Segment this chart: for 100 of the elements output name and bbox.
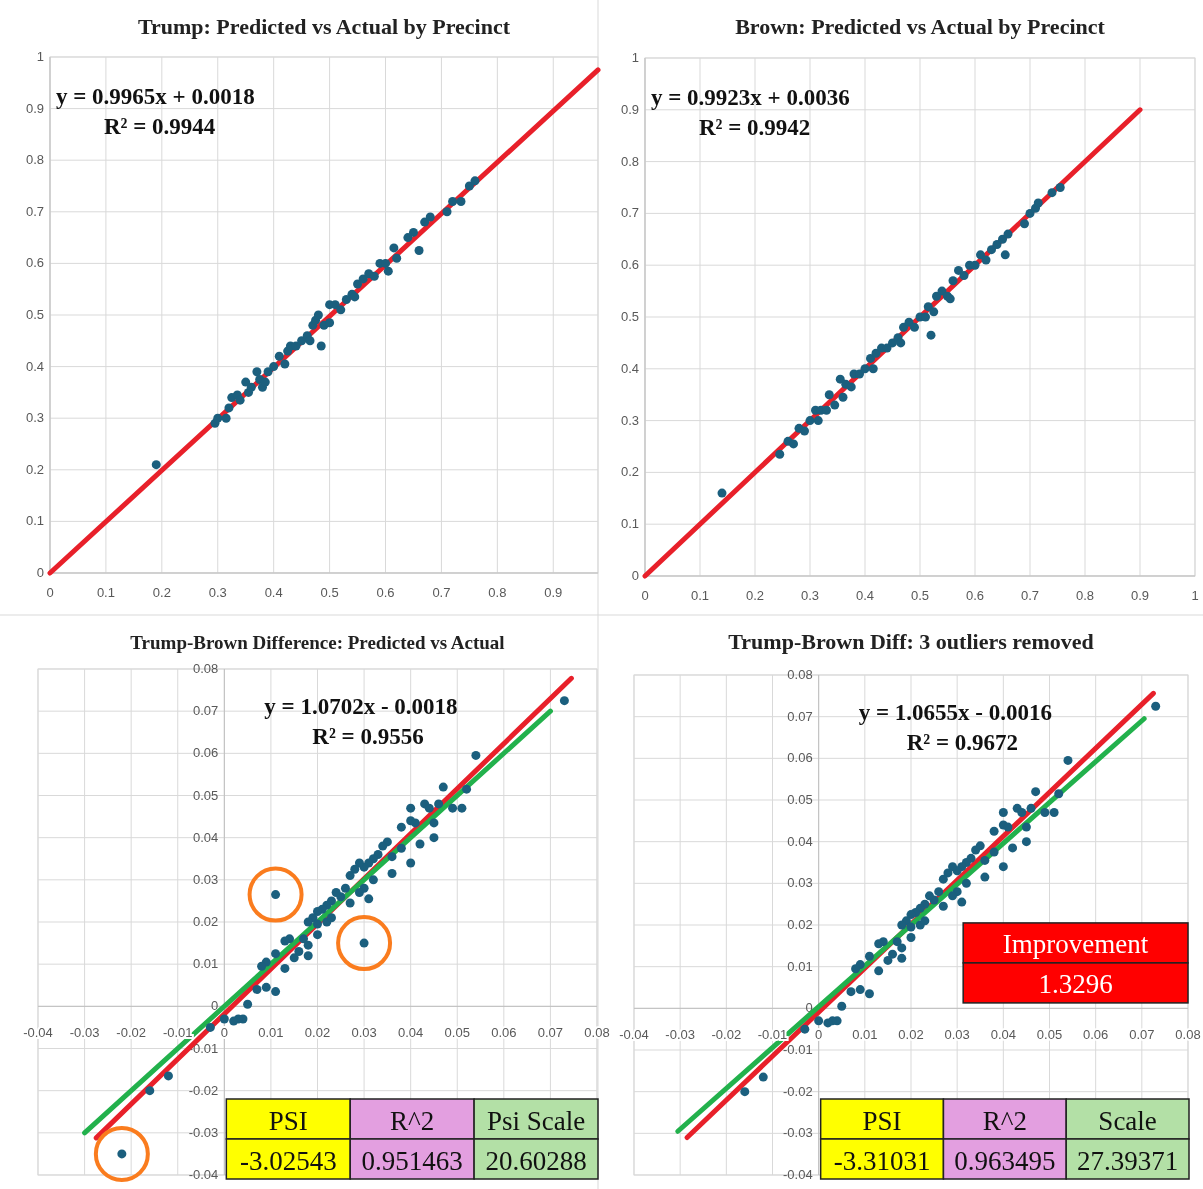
x-tick-label: -0.02 (711, 1027, 742, 1043)
point (813, 416, 823, 426)
annotation: R² = 0.9942 (699, 115, 811, 140)
y-tick-label: -0.03 (783, 1125, 813, 1141)
annotation: y = 1.0702x - 0.0018 (264, 694, 458, 719)
y-tick-label: 0.2 (25, 461, 44, 477)
point (1047, 188, 1057, 198)
annotation: R² = 0.9672 (906, 730, 1019, 755)
annotation: R² = 0.9944 (104, 114, 216, 139)
point (246, 382, 256, 392)
x-tick-label: 0.8 (488, 585, 507, 600)
x-tick-label: -0.03 (69, 1025, 100, 1041)
annotation: R² = 0.9556 (312, 724, 424, 749)
point (221, 413, 231, 423)
point (899, 322, 908, 332)
annotation: 0.963495 (954, 1146, 1056, 1176)
point (280, 359, 290, 369)
y-tick-label: 0.4 (25, 358, 44, 374)
point (213, 413, 223, 423)
y-tick-label: 0.04 (787, 833, 813, 849)
point (929, 307, 939, 317)
y-tick-label: 0.6 (620, 257, 639, 273)
y-tick-label: 0.3 (620, 412, 639, 428)
point (789, 439, 798, 449)
point (389, 243, 399, 253)
y-tick-label: 0.4 (620, 360, 639, 376)
y-tick-label: 0.6 (25, 255, 44, 271)
annotation: -3.31031 (833, 1146, 931, 1176)
y-tick-label: -0.01 (783, 1042, 813, 1057)
point (456, 196, 466, 206)
point (921, 312, 930, 322)
y-tick-label: 0.02 (193, 914, 219, 929)
y-tick-label: 0.07 (193, 703, 219, 719)
y-tick-label: 0.02 (787, 917, 813, 932)
y-tick-label: 0.9 (620, 101, 639, 117)
y-tick-label: 0.7 (25, 203, 44, 219)
y-tick-label: 0.05 (787, 792, 813, 807)
x-tick-label: 0.8 (1075, 588, 1095, 603)
point (923, 302, 933, 312)
annotation: PSI (268, 1106, 308, 1136)
point (932, 291, 941, 301)
point (987, 245, 996, 255)
point (838, 392, 848, 402)
x-tick-label: 0.05 (444, 1025, 470, 1041)
x-tick-label: 0.03 (944, 1027, 970, 1043)
point (297, 336, 307, 346)
point (998, 234, 1007, 244)
point (305, 336, 315, 346)
x-tick-label: 0.01 (852, 1027, 878, 1043)
point (408, 227, 418, 237)
chart-title: Trump: Predicted vs Actual by Precinct (137, 14, 511, 39)
x-tick-label: 0.05 (1036, 1027, 1063, 1043)
y-tick-label: 0 (805, 1000, 813, 1016)
x-tick-label: 0.07 (537, 1025, 564, 1041)
x-tick-label: 0.7 (1020, 588, 1040, 603)
point (805, 416, 815, 426)
point (954, 265, 963, 275)
y-tick-label: 0.8 (620, 153, 639, 169)
point (369, 271, 379, 281)
annotation: y = 1.0655x - 0.0016 (858, 700, 1052, 725)
point (1000, 250, 1010, 260)
point (448, 196, 458, 206)
x-tick-label: 0.2 (152, 585, 171, 600)
x-tick-label: -0.01 (162, 1025, 193, 1041)
point (948, 276, 958, 286)
y-tick-label: -0.02 (783, 1083, 813, 1099)
y-tick-label: 0.5 (620, 309, 639, 324)
x-tick-label: 0 (815, 1027, 823, 1043)
annotation: PSI (862, 1106, 902, 1136)
x-tick-label: 0.03 (351, 1025, 377, 1041)
point (775, 449, 785, 459)
x-tick-label: 0.02 (304, 1025, 331, 1041)
point (717, 488, 727, 498)
x-tick-label: 0.07 (1129, 1027, 1155, 1043)
x-tick-label: 0.06 (491, 1025, 517, 1041)
x-tick-label: 0.1 (96, 585, 115, 600)
point (846, 382, 856, 392)
y-tick-label: -0.04 (783, 1167, 813, 1182)
x-tick-label: 0.08 (584, 1025, 610, 1041)
point (336, 305, 346, 315)
point (313, 310, 323, 320)
y-tick-label: 0.1 (25, 513, 44, 529)
point (855, 369, 864, 379)
point (263, 367, 273, 377)
x-tick-label: 0.02 (898, 1027, 924, 1043)
point (316, 341, 326, 351)
point (353, 279, 363, 289)
annotation: 20.60288 (485, 1146, 587, 1176)
point (860, 364, 870, 374)
point (235, 395, 245, 405)
y-tick-label: 0.8 (25, 152, 44, 168)
annotation: Scale (1098, 1106, 1157, 1136)
point (252, 367, 262, 377)
point (241, 377, 251, 387)
y-tick-label: 1 (631, 50, 639, 65)
y-tick-label: 0.9 (25, 100, 44, 116)
x-tick-label: 0.04 (990, 1027, 1016, 1043)
point (866, 353, 875, 363)
point (414, 246, 424, 255)
point (1003, 229, 1013, 239)
